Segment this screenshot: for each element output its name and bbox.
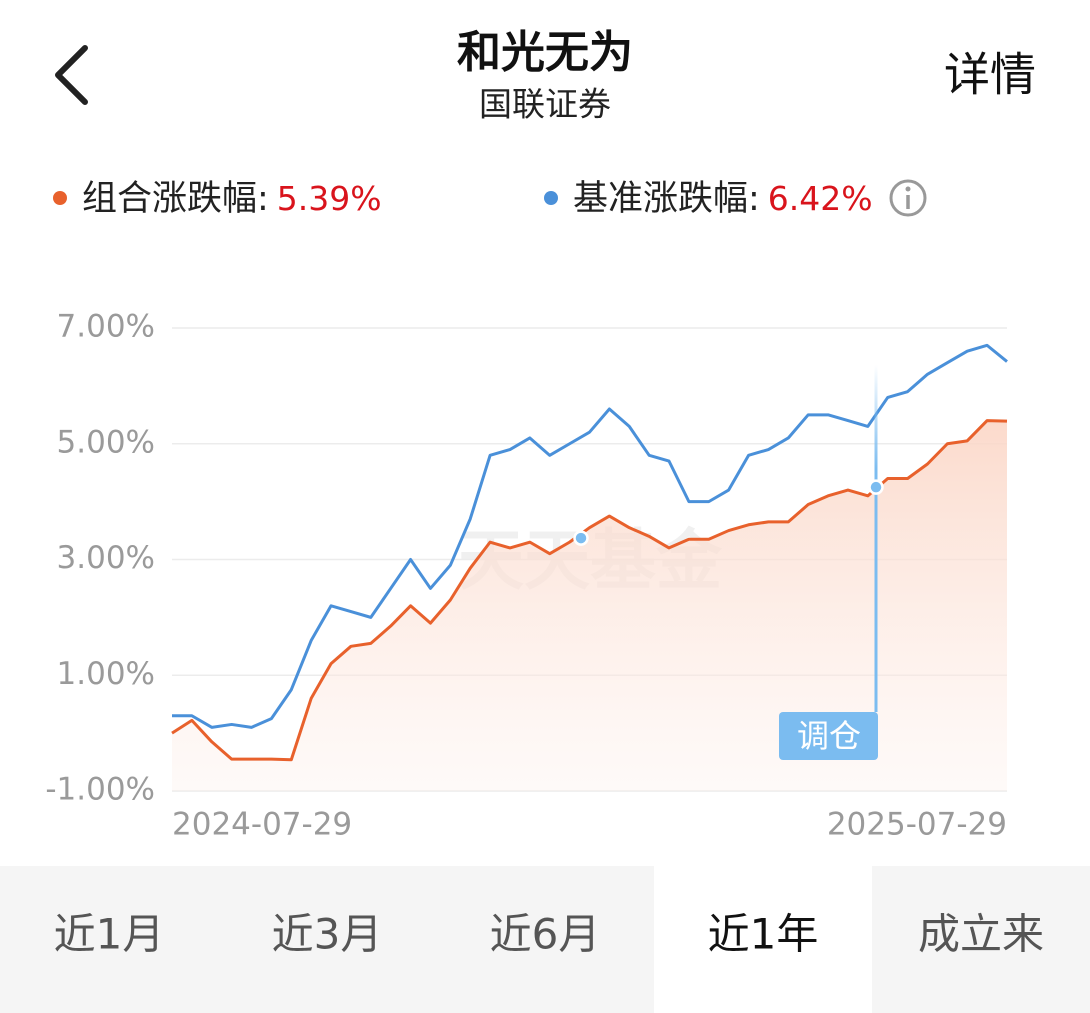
y-tick-label: 1.00% (57, 656, 155, 692)
y-tick-label: 7.00% (57, 309, 155, 345)
series-line (172, 343, 1008, 729)
title: 和光无为 (457, 27, 633, 78)
info-icon[interactable] (889, 179, 927, 217)
tab[interactable]: 近3月 (272, 910, 383, 959)
x-tick-label: 2024-07-29 (172, 807, 352, 843)
rebalance-label: 调仓 (797, 717, 861, 755)
y-tick-label: 3.00% (57, 540, 155, 576)
series-line (171, 419, 1008, 762)
tab[interactable]: 成立来 (918, 910, 1044, 959)
y-tick-label: -1.00% (45, 772, 155, 808)
legend-dot (53, 191, 67, 205)
x-tick-label: 2025-07-29 (827, 807, 1007, 843)
legend-value: 5.39% (277, 179, 382, 218)
tab-bar (0, 866, 1090, 1013)
rebalance-tag[interactable] (779, 712, 878, 760)
legend-name: 基准涨跌幅: (573, 179, 760, 219)
rebalance-point (868, 479, 884, 495)
back-button[interactable] (55, 45, 88, 105)
tab-selected[interactable]: 近1年 (708, 910, 819, 959)
legend-entry: 组合涨跌幅: 5.39% (82, 179, 382, 220)
legend-dot (544, 191, 558, 205)
legend-value: 6.42% (768, 179, 873, 218)
legend-name: 组合涨跌幅: (82, 179, 269, 219)
y-tick-label: 5.00% (57, 424, 155, 460)
rebalance-point (573, 530, 589, 546)
subtitle: 国联证券 (479, 85, 611, 124)
detail-button[interactable]: 详情 (944, 48, 1036, 102)
tab[interactable]: 近6月 (490, 910, 601, 959)
rebalance-line (874, 365, 878, 712)
tab-selected-bg (654, 866, 872, 1013)
tab[interactable]: 近1月 (54, 910, 165, 959)
legend-entry: 基准涨跌幅: 6.42% (573, 179, 873, 220)
series-area (172, 420, 1007, 791)
